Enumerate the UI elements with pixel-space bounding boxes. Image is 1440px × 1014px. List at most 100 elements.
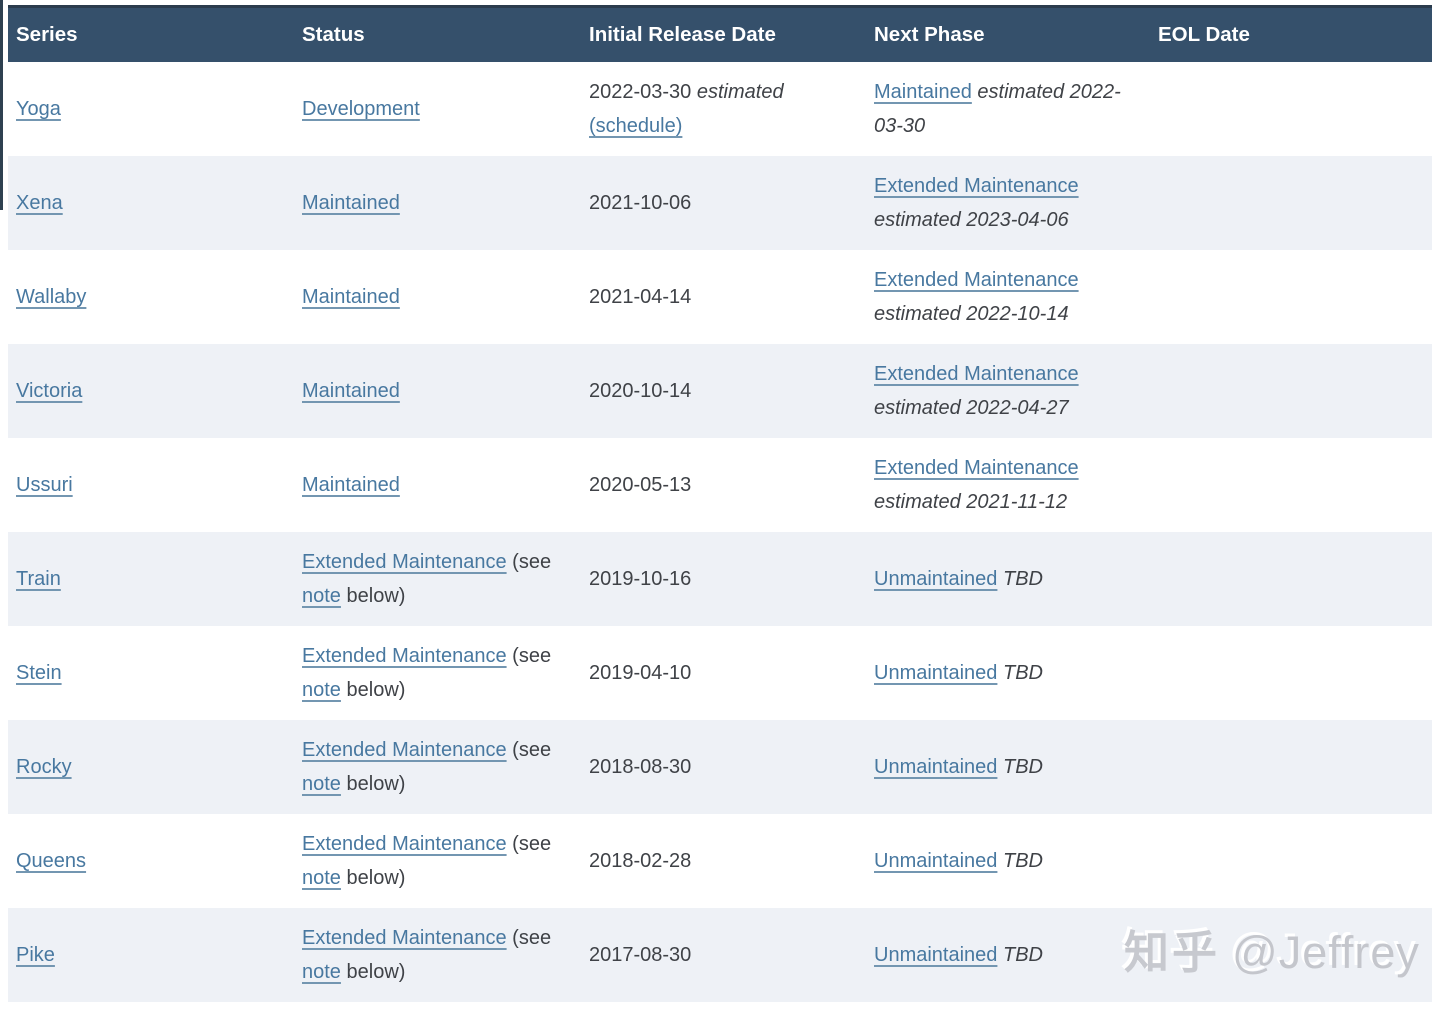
release-date-cell: 2020-10-14 [581, 344, 866, 438]
status-link[interactable]: Development [302, 98, 420, 120]
series-link[interactable]: Queens [16, 850, 87, 872]
column-header-eol-date: EOL Date [1150, 6, 1432, 62]
next-phase-estimate: estimated 2022-04-27 [874, 397, 1069, 419]
status-link[interactable]: Extended Maintenance [302, 645, 507, 667]
release-date: 2017-08-30 [589, 944, 692, 966]
series-cell: Train [8, 532, 294, 626]
column-header-series: Series [8, 6, 294, 62]
status-cell: Extended Maintenance (see note below) [294, 626, 581, 720]
release-series-table: Series Status Initial Release Date Next … [8, 5, 1432, 1002]
release-date: 2019-10-16 [589, 568, 692, 590]
series-cell: Wallaby [8, 250, 294, 344]
status-note-prefix: (see [512, 551, 552, 573]
next-phase-link[interactable]: Unmaintained [874, 944, 998, 966]
next-phase-cell: Unmaintained TBD [866, 626, 1150, 720]
next-phase-link[interactable]: Maintained [874, 81, 972, 103]
status-note-prefix: (see [512, 833, 552, 855]
next-phase-link[interactable]: Extended Maintenance [874, 457, 1079, 479]
next-phase-estimate: estimated 2023-04-06 [874, 209, 1069, 231]
series-link[interactable]: Train [16, 568, 61, 590]
release-date: 2019-04-10 [589, 662, 692, 684]
status-cell: Maintained [294, 250, 581, 344]
next-phase-link[interactable]: Extended Maintenance [874, 269, 1079, 291]
series-cell: Rocky [8, 720, 294, 814]
schedule-link[interactable]: (schedule) [589, 115, 683, 137]
next-phase-link[interactable]: Unmaintained [874, 850, 998, 872]
status-cell: Extended Maintenance (see note below) [294, 532, 581, 626]
next-phase-tbd: TBD [1002, 756, 1043, 778]
next-phase-link[interactable]: Extended Maintenance [874, 363, 1079, 385]
status-link[interactable]: Extended Maintenance [302, 739, 507, 761]
status-note-suffix: below) [346, 773, 406, 795]
column-header-status: Status [294, 6, 581, 62]
table-body: Yoga Development 2022-03-30 estimated (s… [8, 62, 1432, 1002]
status-link[interactable]: Maintained [302, 474, 400, 496]
series-cell: Victoria [8, 344, 294, 438]
status-cell: Maintained [294, 344, 581, 438]
series-link[interactable]: Yoga [16, 98, 61, 120]
release-date-cell: 2020-05-13 [581, 438, 866, 532]
series-link[interactable]: Stein [16, 662, 62, 684]
release-date: 2022-03-30 [589, 81, 692, 103]
release-date-cell: 2022-03-30 estimated (schedule) [581, 62, 866, 156]
status-cell: Maintained [294, 156, 581, 250]
series-link[interactable]: Rocky [16, 756, 72, 778]
series-link[interactable]: Ussuri [16, 474, 73, 496]
status-note-prefix: (see [512, 645, 552, 667]
release-date-cell: 2018-02-28 [581, 814, 866, 908]
series-link[interactable]: Xena [16, 192, 63, 214]
note-link[interactable]: note [302, 867, 341, 889]
status-link[interactable]: Extended Maintenance [302, 833, 507, 855]
release-date: 2020-10-14 [589, 380, 692, 402]
column-header-next-phase: Next Phase [866, 6, 1150, 62]
release-date: 2021-04-14 [589, 286, 692, 308]
table-row-stein: Stein Extended Maintenance (see note bel… [8, 626, 1432, 720]
table-row-ussuri: Ussuri Maintained 2020-05-13 Extended Ma… [8, 438, 1432, 532]
series-cell: Queens [8, 814, 294, 908]
next-phase-cell: Unmaintained TBD [866, 720, 1150, 814]
eol-cell [1150, 438, 1432, 532]
status-link[interactable]: Extended Maintenance [302, 551, 507, 573]
release-date: 2020-05-13 [589, 474, 692, 496]
series-link[interactable]: Victoria [16, 380, 83, 402]
next-phase-cell: Extended Maintenance estimated 2021-11-1… [866, 438, 1150, 532]
next-phase-link[interactable]: Unmaintained [874, 568, 998, 590]
column-header-initial-release-date: Initial Release Date [581, 6, 866, 62]
header-row: Series Status Initial Release Date Next … [8, 6, 1432, 62]
status-note-prefix: (see [512, 927, 552, 949]
next-phase-link[interactable]: Unmaintained [874, 756, 998, 778]
status-link[interactable]: Maintained [302, 192, 400, 214]
eol-cell [1150, 720, 1432, 814]
status-cell: Extended Maintenance (see note below) [294, 814, 581, 908]
eol-cell [1150, 344, 1432, 438]
status-cell: Development [294, 62, 581, 156]
note-link[interactable]: note [302, 961, 341, 983]
status-note-prefix: (see [512, 739, 552, 761]
series-link[interactable]: Wallaby [16, 286, 87, 308]
status-note-suffix: below) [346, 585, 406, 607]
release-estimated-label: estimated [696, 81, 784, 103]
table-row-wallaby: Wallaby Maintained 2021-04-14 Extended M… [8, 250, 1432, 344]
next-phase-link[interactable]: Extended Maintenance [874, 175, 1079, 197]
status-link[interactable]: Maintained [302, 286, 400, 308]
status-link[interactable]: Maintained [302, 380, 400, 402]
series-cell: Ussuri [8, 438, 294, 532]
note-link[interactable]: note [302, 585, 341, 607]
release-date: 2021-10-06 [589, 192, 692, 214]
next-phase-cell: Extended Maintenance estimated 2022-04-2… [866, 344, 1150, 438]
table-row-xena: Xena Maintained 2021-10-06 Extended Main… [8, 156, 1432, 250]
eol-cell [1150, 908, 1432, 1002]
series-link[interactable]: Pike [16, 944, 55, 966]
note-link[interactable]: note [302, 773, 341, 795]
table-row-train: Train Extended Maintenance (see note bel… [8, 532, 1432, 626]
status-link[interactable]: Extended Maintenance [302, 927, 507, 949]
release-date: 2018-08-30 [589, 756, 692, 778]
release-date-cell: 2021-10-06 [581, 156, 866, 250]
series-cell: Xena [8, 156, 294, 250]
eol-cell [1150, 250, 1432, 344]
note-link[interactable]: note [302, 679, 341, 701]
status-note-suffix: below) [346, 867, 406, 889]
next-phase-link[interactable]: Unmaintained [874, 662, 998, 684]
eol-cell [1150, 626, 1432, 720]
next-phase-cell: Maintained estimated 2022-03-30 [866, 62, 1150, 156]
